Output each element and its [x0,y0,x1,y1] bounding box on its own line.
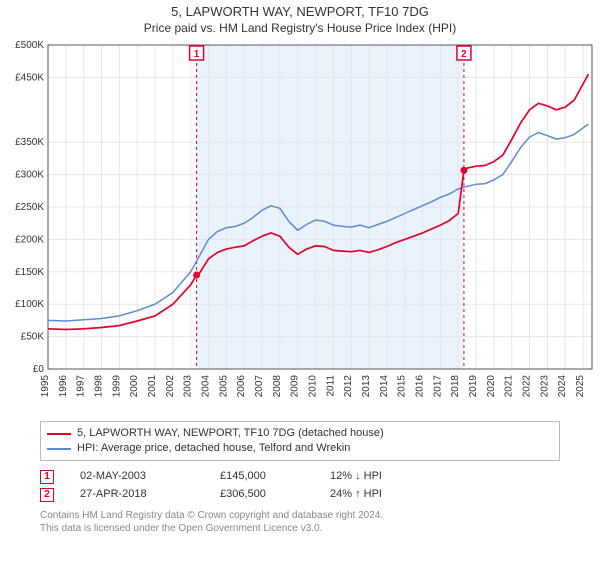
legend-item: 5, LAPWORTH WAY, NEWPORT, TF10 7DG (deta… [47,426,553,441]
svg-text:2019: 2019 [468,375,479,398]
svg-text:2020: 2020 [486,375,497,398]
svg-text:2021: 2021 [504,375,515,398]
chart-plot: £0 £50K £100K £150K £200K £250K £300K £350K £450… [0,39,600,419]
svg-text:2018: 2018 [450,375,461,398]
svg-text:£150K: £150K [15,267,44,278]
transaction-date: 02-MAY-2003 [80,467,220,485]
transaction-marker: 2 [40,488,54,502]
transaction-table: 1 02-MAY-2003£145,00012% ↓ HPI 2 27-APR-201… [40,467,600,503]
svg-text:£350K: £350K [15,137,44,148]
legend-swatch [47,433,71,435]
svg-text:£50K: £50K [21,332,45,343]
svg-text:2011: 2011 [325,375,336,397]
chart-subtitle: Price paid vs. HM Land Registry's House … [0,21,600,35]
svg-text:1997: 1997 [76,375,87,398]
svg-text:2002: 2002 [165,375,176,398]
svg-text:£200K: £200K [15,234,44,245]
transaction-delta: 12% ↓ HPI [330,467,440,485]
svg-text:2007: 2007 [254,375,265,398]
svg-text:2008: 2008 [272,375,283,398]
svg-text:2: 2 [461,49,467,60]
svg-text:2017: 2017 [432,375,443,398]
chart-title: 5, LAPWORTH WAY, NEWPORT, TF10 7DG [0,4,600,19]
chart-svg: £0 £50K £100K £150K £200K £250K £300K £350K £450… [0,39,600,419]
attribution-line: This data is licensed under the Open Gov… [40,522,600,535]
svg-text:£250K: £250K [15,202,44,213]
svg-text:2023: 2023 [539,375,550,398]
transaction-date: 27-APR-2018 [80,485,220,503]
svg-text:1: 1 [194,49,200,60]
svg-text:2022: 2022 [522,375,533,398]
svg-text:1998: 1998 [94,375,105,398]
svg-text:2009: 2009 [290,375,301,398]
svg-text:2013: 2013 [361,375,372,398]
svg-text:2010: 2010 [308,375,319,398]
svg-text:2024: 2024 [557,375,568,398]
svg-text:£300K: £300K [15,170,44,181]
svg-text:2012: 2012 [343,375,354,398]
svg-text:2000: 2000 [129,375,140,398]
svg-text:1996: 1996 [58,375,69,398]
svg-text:2005: 2005 [218,375,229,398]
svg-text:2014: 2014 [379,375,390,398]
chart-container: 5, LAPWORTH WAY, NEWPORT, TF10 7DG Price… [0,4,600,535]
legend: 5, LAPWORTH WAY, NEWPORT, TF10 7DG (deta… [40,421,560,461]
attribution-line: Contains HM Land Registry data © Crown c… [40,509,600,522]
transaction-row: 2 27-APR-2018£306,50024% ↑ HPI [40,485,600,503]
legend-swatch [47,448,71,450]
svg-text:2025: 2025 [575,375,586,398]
transaction-marker: 1 [40,470,54,484]
svg-text:2006: 2006 [236,375,247,398]
svg-text:£100K: £100K [15,299,44,310]
svg-text:2004: 2004 [201,375,212,398]
transaction-delta: 24% ↑ HPI [330,485,440,503]
transaction-price: £145,000 [220,467,330,485]
svg-text:£500K: £500K [15,40,44,51]
legend-label: 5, LAPWORTH WAY, NEWPORT, TF10 7DG (deta… [77,426,384,441]
legend-label: HPI: Average price, detached house, Telf… [77,441,350,456]
svg-text:£0: £0 [33,364,45,375]
legend-item: HPI: Average price, detached house, Telf… [47,441,553,456]
transaction-row: 1 02-MAY-2003£145,00012% ↓ HPI [40,467,600,485]
svg-text:2016: 2016 [415,375,426,398]
svg-text:£450K: £450K [15,72,44,83]
svg-text:1999: 1999 [111,375,122,398]
svg-text:2001: 2001 [147,375,158,398]
svg-text:1995: 1995 [40,375,51,398]
svg-text:2003: 2003 [183,375,194,398]
attribution: Contains HM Land Registry data © Crown c… [40,509,600,535]
svg-text:2015: 2015 [397,375,408,398]
transaction-price: £306,500 [220,485,330,503]
